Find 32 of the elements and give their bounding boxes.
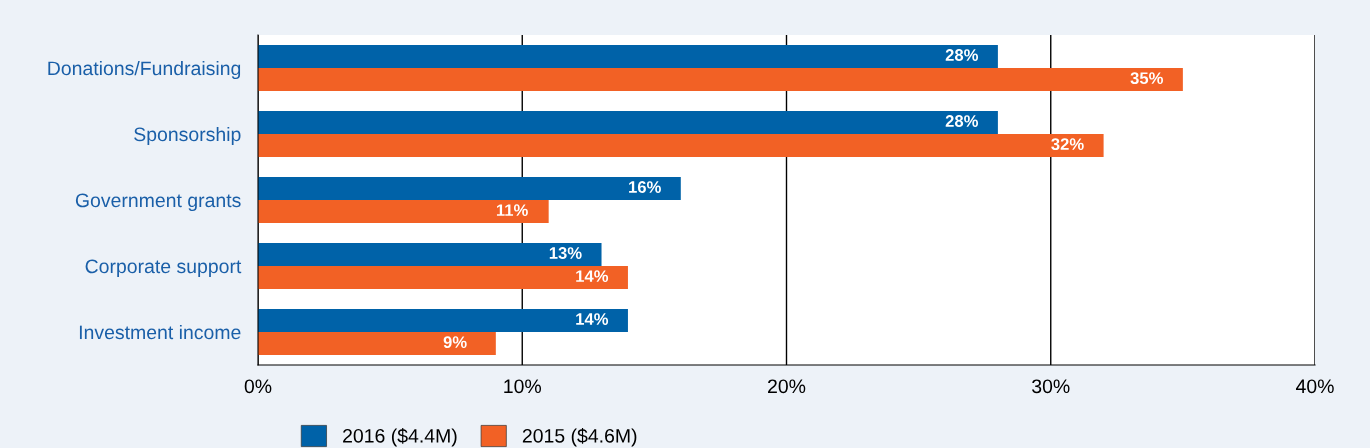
bar [258,266,628,290]
data-label: 11% [496,204,528,216]
data-label: 28% [945,115,979,127]
y-tick-label: Corporate support [85,259,242,278]
data-label: 14% [576,313,609,325]
bar [258,200,549,224]
x-tick-label: 30% [1032,379,1070,394]
data-label: 9% [443,336,467,349]
bar [258,242,602,266]
y-tick-label: Donations/Fundraising [48,60,241,80]
data-label: 32% [1051,138,1084,151]
y-tick-label: Sponsorship [134,126,241,146]
legend-label: 2016 ($4.4M) [343,428,457,447]
x-tick-label: 40% [1295,379,1334,394]
bar [258,134,1104,158]
y-tick-label: Investment income [79,324,241,340]
bar [258,332,496,356]
legend-label: 2015 ($4.6M) [522,428,637,447]
data-label: 35% [1130,72,1164,85]
bar [258,110,998,134]
x-tick-label: 0% [244,379,272,394]
data-label: 14% [576,270,609,282]
x-tick-label: 10% [504,379,542,394]
bar [258,68,1183,92]
data-label: 16% [629,181,661,193]
data-label: 13% [549,247,582,259]
bar [258,308,628,332]
x-tick-label: 20% [768,379,806,394]
bar [258,44,998,68]
data-label: 28% [945,49,979,61]
bar [258,176,681,200]
y-tick-label: Government grants [75,193,241,212]
